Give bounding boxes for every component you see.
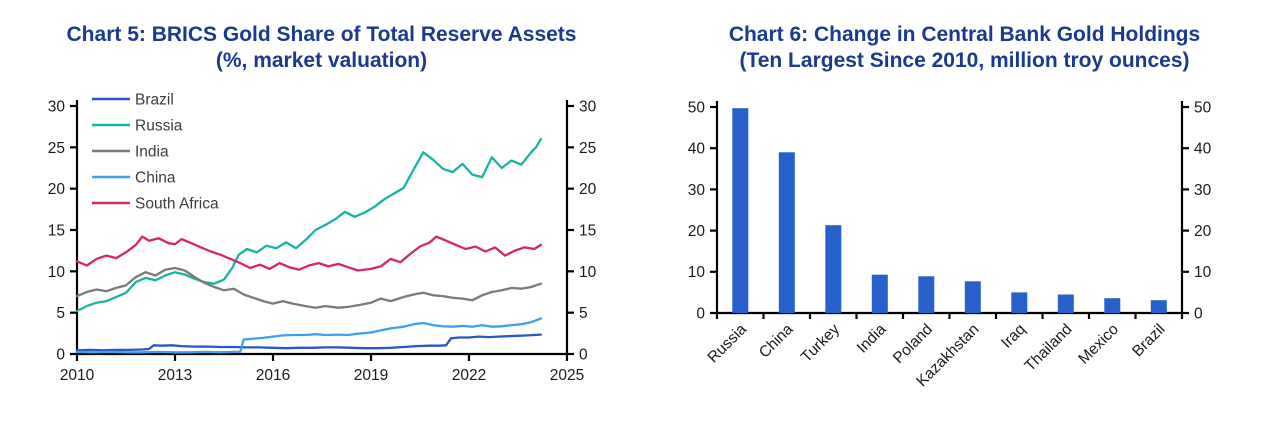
chart6-y-tick-label-right: 20 bbox=[1194, 223, 1212, 240]
legend-label-china: China bbox=[135, 169, 176, 186]
chart6-y-tick-label-left: 50 bbox=[688, 99, 706, 116]
bar-kazakhstan bbox=[964, 281, 981, 313]
chart5-x-tick-label: 2016 bbox=[256, 367, 290, 384]
chart6-y-tick-label-left: 30 bbox=[688, 182, 706, 199]
chart5-title-block: Chart 5: BRICS Gold Share of Total Reser… bbox=[0, 22, 643, 74]
chart6-x-tick-label-thailand: Thailand bbox=[1022, 321, 1076, 375]
chart5-x-tick-label: 2025 bbox=[550, 367, 584, 384]
bar-brazil bbox=[1150, 300, 1167, 313]
legend-label-russia: Russia bbox=[135, 117, 183, 134]
chart5-y-tick-label-left: 10 bbox=[48, 264, 66, 281]
chart6-figure: Chart 6: Change in Central Bank Gold Hol… bbox=[643, 0, 1286, 448]
chart6-y-tick-label-left: 40 bbox=[688, 141, 706, 158]
chart6-x-tick-label-turkey: Turkey bbox=[798, 321, 843, 366]
chart5-y-tick-label-left: 20 bbox=[48, 181, 66, 198]
chart5-y-tick-label-left: 25 bbox=[48, 140, 65, 157]
series-line-china bbox=[75, 317, 543, 354]
chart6-x-tick-label-china: China bbox=[756, 321, 797, 362]
chart6-bar-plot: 0 0 10 10 20 20 30 30 40 40 50 50 Russia China Turkey I… bbox=[688, 99, 1212, 391]
chart6-y-tick-label-right: 40 bbox=[1194, 141, 1212, 158]
chart6-y-tick-label-right: 30 bbox=[1194, 182, 1212, 199]
chart6-x-tick-label-russia: Russia bbox=[705, 321, 751, 367]
chart6-x-tick-label-mexico: Mexico bbox=[1075, 321, 1122, 368]
chart5-series bbox=[75, 137, 543, 354]
bar-china bbox=[778, 152, 795, 313]
chart5-y-tick-label-right: 0 bbox=[579, 346, 588, 363]
chart6-title: Chart 6: Change in Central Bank Gold Hol… bbox=[728, 23, 1201, 46]
chart6-y-tick-label-right: 0 bbox=[1194, 305, 1203, 322]
chart5-y-tick-label-right: 20 bbox=[579, 181, 597, 198]
chart6-x-tick-label-poland: Poland bbox=[890, 321, 936, 367]
chart5-y-tick-label-left: 0 bbox=[56, 346, 65, 363]
chart5-subtitle: (%, market valuation) bbox=[215, 49, 428, 72]
chart5-y-tick-label-left: 30 bbox=[48, 98, 66, 115]
chart5-figure: Chart 5: BRICS Gold Share of Total Reser… bbox=[0, 22, 643, 384]
legend-label-brazil: Brazil bbox=[135, 91, 174, 108]
chart5-legend: Brazil Russia India China South Africa bbox=[92, 91, 219, 212]
chart5-y-tick-label-right: 5 bbox=[579, 305, 588, 322]
chart6-x-tick-label-india: India bbox=[854, 321, 890, 357]
chart5-x-tick-label: 2022 bbox=[452, 367, 486, 384]
chart6-bars bbox=[732, 108, 1167, 313]
chart5-y-tick-label-right: 15 bbox=[579, 222, 596, 239]
chart5-x-tick-label: 2019 bbox=[354, 367, 388, 384]
chart5-y-tick-label-left: 5 bbox=[56, 305, 65, 322]
bar-russia bbox=[732, 108, 749, 313]
chart6-y-tick-label-left: 0 bbox=[696, 305, 705, 322]
bar-india bbox=[871, 274, 888, 313]
chart6-x-tick-label-iraq: Iraq bbox=[998, 321, 1029, 352]
chart6-y-tick-label-left: 10 bbox=[688, 264, 706, 281]
series-line-south-africa bbox=[75, 235, 543, 272]
bar-poland bbox=[918, 276, 935, 313]
bar-turkey bbox=[825, 225, 842, 313]
chart5-y-tick-label-right: 30 bbox=[579, 98, 597, 115]
bar-mexico bbox=[1104, 298, 1121, 313]
chart6-x-tick-label-brazil: Brazil bbox=[1129, 321, 1168, 360]
bar-iraq bbox=[1011, 292, 1028, 313]
chart5-y-tick-label-right: 10 bbox=[579, 264, 597, 281]
chart5-y-tick-label-right: 25 bbox=[579, 140, 596, 157]
series-line-brazil bbox=[75, 333, 543, 352]
chart6-y-tick-label-right: 10 bbox=[1194, 264, 1212, 281]
series-line-india bbox=[75, 266, 543, 309]
chart6-axes: 0 0 10 10 20 20 30 30 40 40 50 50 bbox=[688, 99, 1212, 322]
legend-label-south-africa: South Africa bbox=[135, 195, 219, 212]
legend-label-india: India bbox=[135, 143, 169, 160]
series-line-russia bbox=[75, 137, 543, 313]
chart6-subtitle: (Ten Largest Since 2010, million troy ou… bbox=[739, 49, 1190, 72]
chart5-x-tick-label: 2013 bbox=[158, 367, 192, 384]
chart5-x-tick-label: 2010 bbox=[60, 367, 95, 384]
bar-thailand bbox=[1057, 294, 1074, 313]
chart6-title-block: Chart 6: Change in Central Bank Gold Hol… bbox=[643, 22, 1286, 74]
chart5-y-tick-label-left: 15 bbox=[48, 222, 65, 239]
chart6-y-tick-label-right: 50 bbox=[1194, 99, 1212, 116]
chart6-y-tick-label-left: 20 bbox=[688, 223, 706, 240]
chart5-title: Chart 5: BRICS Gold Share of Total Reser… bbox=[66, 23, 577, 46]
